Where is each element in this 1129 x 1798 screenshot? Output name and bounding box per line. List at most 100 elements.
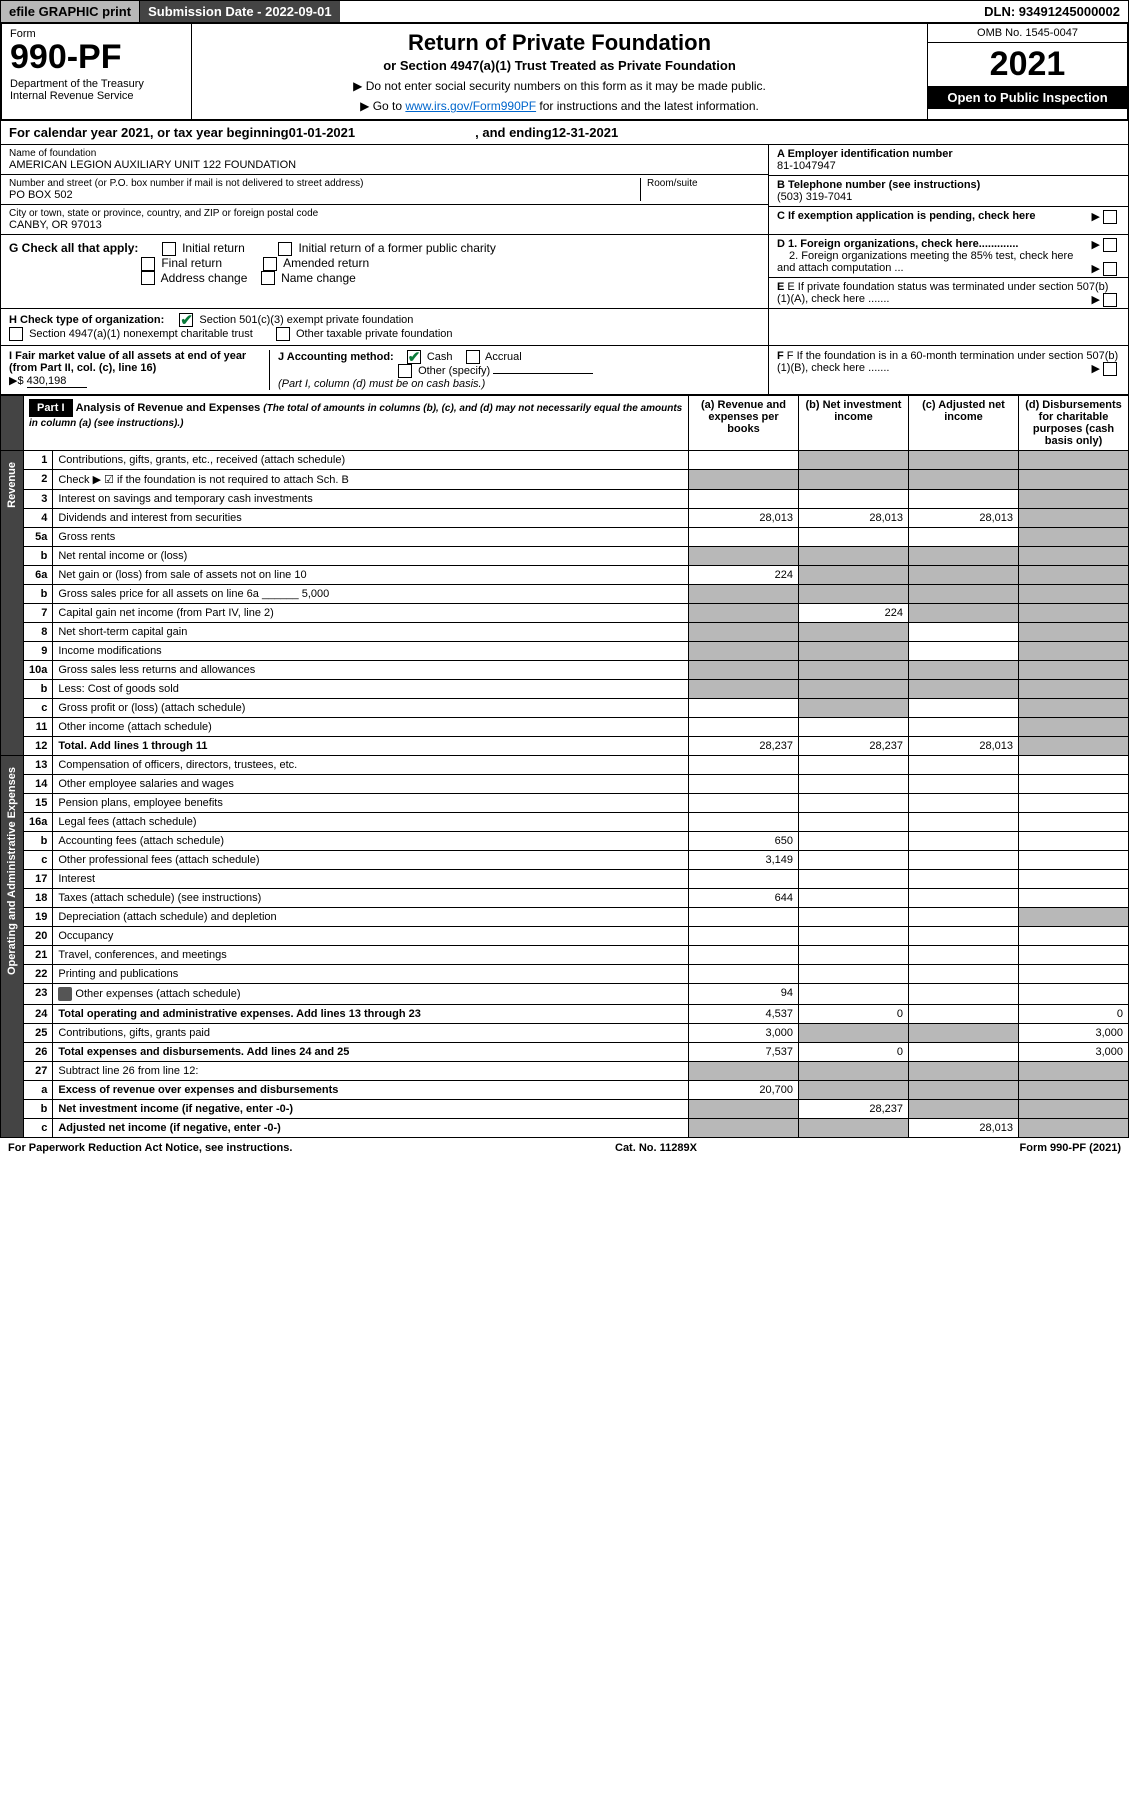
cell-a (689, 699, 799, 718)
cell-c (909, 851, 1019, 870)
cell-a (689, 528, 799, 547)
line-number: b (24, 680, 53, 699)
h-label: H Check type of organization: (9, 314, 164, 326)
line-label: Other professional fees (attach schedule… (53, 851, 689, 870)
phone-value: (503) 319-7041 (777, 191, 1120, 203)
cell-d (1019, 1119, 1129, 1138)
cell-b (799, 661, 909, 680)
line-label: Subtract line 26 from line 12: (53, 1062, 689, 1081)
line-label: Total expenses and disbursements. Add li… (53, 1043, 689, 1062)
cell-b (799, 813, 909, 832)
cell-c (909, 528, 1019, 547)
cell-d (1019, 585, 1129, 604)
cell-c: 28,013 (909, 737, 1019, 756)
cell-a (689, 661, 799, 680)
cell-a: 650 (689, 832, 799, 851)
cell-d (1019, 566, 1129, 585)
address: PO BOX 502 (9, 189, 640, 201)
cell-b: 224 (799, 604, 909, 623)
address-change-checkbox[interactable] (141, 271, 155, 285)
line-label: Net gain or (loss) from sale of assets n… (53, 566, 689, 585)
line-number: c (24, 699, 53, 718)
amended-return-checkbox[interactable] (263, 257, 277, 271)
cell-a: 3,000 (689, 1024, 799, 1043)
cell-c (909, 1043, 1019, 1062)
footer: For Paperwork Reduction Act Notice, see … (0, 1138, 1129, 1158)
cell-a (689, 775, 799, 794)
instructions-link[interactable]: www.irs.gov/Form990PF (405, 99, 536, 113)
table-row: 6aNet gain or (loss) from sale of assets… (1, 566, 1129, 585)
line-label: Accounting fees (attach schedule) (53, 832, 689, 851)
table-row: bNet investment income (if negative, ent… (1, 1100, 1129, 1119)
cell-d (1019, 756, 1129, 775)
ein-value: 81-1047947 (777, 160, 1120, 172)
table-row: 10aGross sales less returns and allowanc… (1, 661, 1129, 680)
line-label: Gross profit or (loss) (attach schedule) (53, 699, 689, 718)
cell-c (909, 775, 1019, 794)
calendar-year-row: For calendar year 2021, or tax year begi… (0, 121, 1129, 145)
col-d-header: (d) Disbursements for charitable purpose… (1019, 396, 1129, 451)
d2-checkbox[interactable] (1103, 262, 1117, 276)
cell-c (909, 756, 1019, 775)
line-label: Check ▶ ☑ if the foundation is not requi… (53, 470, 689, 490)
cell-a (689, 623, 799, 642)
name-change-checkbox[interactable] (261, 271, 275, 285)
cell-c (909, 870, 1019, 889)
cell-c (909, 1081, 1019, 1100)
cell-a (689, 604, 799, 623)
attachment-icon[interactable] (58, 987, 72, 1001)
cash-checkbox[interactable] (407, 350, 421, 364)
cell-d (1019, 604, 1129, 623)
cell-b (799, 1081, 909, 1100)
cell-b (799, 1119, 909, 1138)
d1-checkbox[interactable] (1103, 238, 1117, 252)
cell-d (1019, 889, 1129, 908)
cell-b (799, 889, 909, 908)
line-number: 12 (24, 737, 53, 756)
cell-d (1019, 908, 1129, 927)
cell-a (689, 642, 799, 661)
cell-d (1019, 832, 1129, 851)
accrual-checkbox[interactable] (466, 350, 480, 364)
line-number: c (24, 851, 53, 870)
final-return-checkbox[interactable] (141, 257, 155, 271)
cell-a (689, 547, 799, 566)
open-to-public: Open to Public Inspection (928, 86, 1127, 109)
f-checkbox[interactable] (1103, 362, 1117, 376)
e-label: E If private foundation status was termi… (777, 281, 1108, 305)
other-method-checkbox[interactable] (398, 364, 412, 378)
line-number: c (24, 1119, 53, 1138)
cell-a: 7,537 (689, 1043, 799, 1062)
501c3-checkbox[interactable] (179, 313, 193, 327)
name-label: Name of foundation (9, 148, 760, 159)
cell-b (799, 794, 909, 813)
initial-former-checkbox[interactable] (278, 242, 292, 256)
line-label: Less: Cost of goods sold (53, 680, 689, 699)
line-label: Depreciation (attach schedule) and deple… (53, 908, 689, 927)
e-checkbox[interactable] (1103, 293, 1117, 307)
cell-d (1019, 547, 1129, 566)
cell-b: 0 (799, 1005, 909, 1024)
cell-c (909, 889, 1019, 908)
efile-print-button[interactable]: efile GRAPHIC print (1, 1, 140, 22)
form-title: Return of Private Foundation (204, 30, 915, 56)
other-taxable-checkbox[interactable] (276, 327, 290, 341)
cell-c (909, 1100, 1019, 1119)
exemption-pending-checkbox[interactable] (1103, 210, 1117, 224)
cell-c (909, 623, 1019, 642)
table-row: aExcess of revenue over expenses and dis… (1, 1081, 1129, 1100)
cell-a (689, 718, 799, 737)
line-label: Other employee salaries and wages (53, 775, 689, 794)
line-label: Total operating and administrative expen… (53, 1005, 689, 1024)
cell-d (1019, 623, 1129, 642)
initial-return-checkbox[interactable] (162, 242, 176, 256)
cell-c (909, 1024, 1019, 1043)
line-number: b (24, 547, 53, 566)
line-number: 7 (24, 604, 53, 623)
cell-a (689, 451, 799, 470)
line-label: Other expenses (attach schedule) (53, 984, 689, 1005)
f-label: F If the foundation is in a 60-month ter… (777, 350, 1118, 374)
table-row: 23 Other expenses (attach schedule)94 (1, 984, 1129, 1005)
cell-c (909, 927, 1019, 946)
4947a1-checkbox[interactable] (9, 327, 23, 341)
